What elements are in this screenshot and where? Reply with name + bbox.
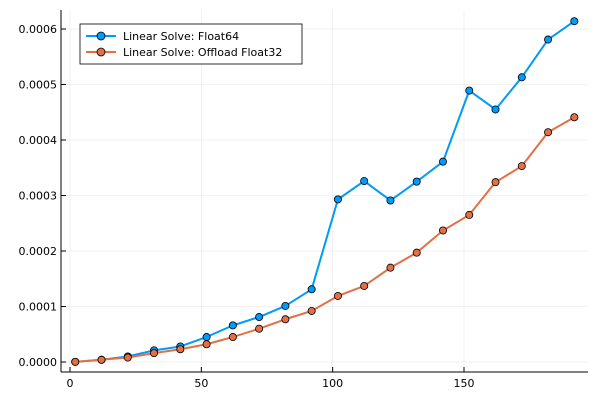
data-point (412, 177, 421, 186)
data-point (386, 196, 395, 205)
data-point (176, 345, 185, 354)
data-point (517, 73, 526, 82)
x-tick-label: 150 (454, 377, 475, 390)
x-tick-label: 100 (322, 377, 343, 390)
data-point (412, 248, 421, 257)
data-point (307, 306, 316, 315)
data-point (438, 157, 447, 166)
data-point (123, 353, 132, 362)
legend-label: Linear Solve: Offload Float32 (123, 46, 282, 59)
data-point (360, 177, 369, 186)
data-point (465, 210, 474, 219)
data-point (517, 162, 526, 171)
data-point (386, 263, 395, 272)
y-tick-label: 0.0002 (19, 245, 58, 258)
data-point (438, 226, 447, 235)
data-point (570, 113, 579, 122)
legend-marker (96, 31, 106, 41)
data-point (491, 178, 500, 187)
y-tick-label: 0.0005 (19, 79, 58, 92)
series-layer (71, 17, 579, 366)
y-tick-label: 0.0006 (19, 23, 58, 36)
data-point (360, 281, 369, 290)
data-point (544, 35, 553, 44)
data-point (202, 340, 211, 349)
y-tick-label: 0.0004 (19, 134, 58, 147)
data-point (570, 17, 579, 26)
data-point (307, 285, 316, 294)
legend-label: Linear Solve: Float64 (123, 30, 239, 43)
data-point (333, 195, 342, 204)
data-point (281, 301, 290, 310)
data-point (255, 324, 264, 333)
series-2 (71, 113, 579, 366)
data-point (202, 333, 211, 342)
y-tick-label: 0.0000 (19, 356, 58, 369)
axes: 0 50 100 150 0.0000 0.0001 0.0002 0.0003 0.0004 0… (19, 10, 588, 390)
series-1 (71, 17, 579, 366)
grid (61, 10, 588, 372)
legend-marker (96, 47, 106, 57)
legend-item: Linear Solve: Offload Float32 (86, 46, 282, 59)
x-tick-label: 0 (67, 377, 74, 390)
legend-box (79, 23, 303, 65)
series-line (75, 20, 575, 363)
x-tick-label: 50 (194, 377, 208, 390)
data-point (491, 105, 500, 114)
data-point (150, 349, 159, 358)
legend: Linear Solve: Float64 Linear Solve: Offlo… (79, 23, 303, 65)
y-tick-label: 0.0003 (19, 190, 58, 203)
series-line (75, 116, 575, 363)
data-point (97, 355, 106, 364)
data-point (228, 333, 237, 342)
data-point (465, 86, 474, 95)
data-point (333, 291, 342, 300)
y-tick-label: 0.0001 (19, 301, 58, 314)
data-point (228, 321, 237, 330)
data-point (255, 313, 264, 322)
data-point (281, 315, 290, 324)
data-point (544, 128, 553, 137)
legend-item: Linear Solve: Float64 (86, 30, 239, 43)
data-point (71, 357, 80, 366)
